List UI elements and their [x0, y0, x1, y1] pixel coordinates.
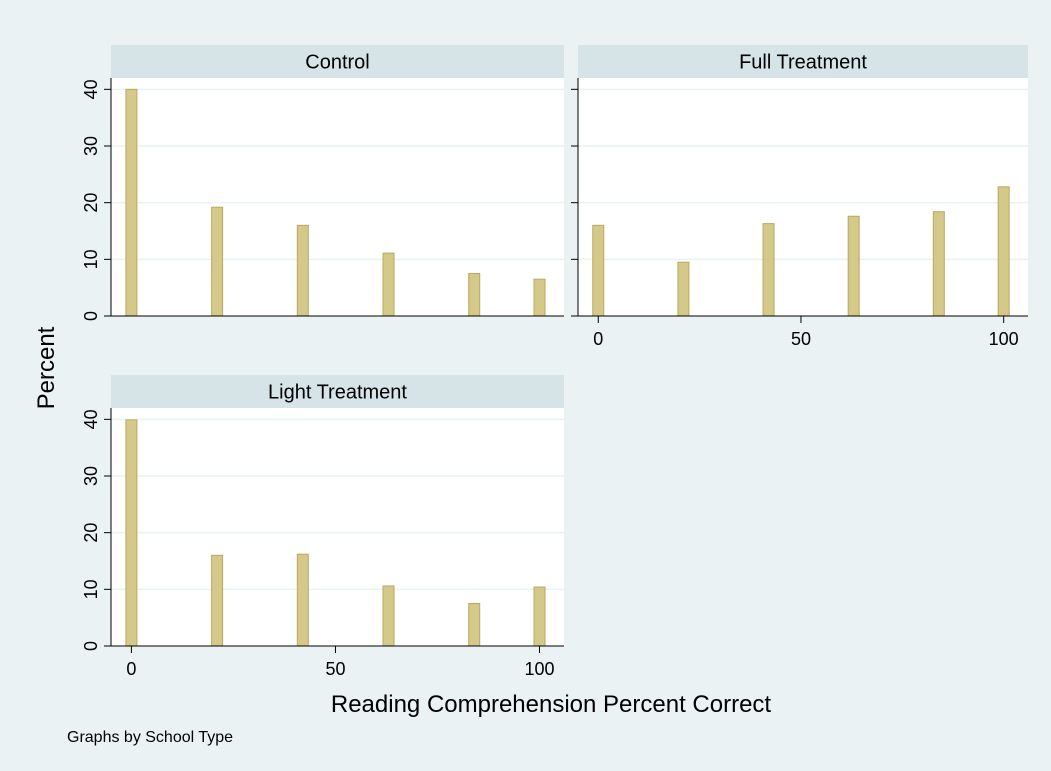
y-tick-label: 40 [81, 409, 101, 429]
bar [125, 419, 138, 647]
bar [125, 88, 138, 317]
y-axis-title: Percent [33, 326, 60, 409]
bar [932, 211, 945, 317]
bar [211, 554, 224, 647]
y-tick-label: 40 [81, 79, 101, 99]
y-tick-label: 0 [81, 641, 101, 651]
bar [677, 261, 690, 317]
y-tick-label: 30 [81, 466, 101, 486]
y-tick-label: 10 [81, 579, 101, 599]
panel-title: Light Treatment [268, 382, 407, 404]
y-tick-label: 30 [81, 136, 101, 156]
x-tick-label: 50 [791, 329, 811, 349]
x-tick-label: 100 [989, 329, 1019, 349]
graph-note: Graphs by School Type [67, 729, 233, 746]
y-tick-label: 20 [81, 193, 101, 213]
bar [468, 603, 481, 647]
bar [847, 215, 860, 317]
x-tick-label: 100 [524, 659, 554, 679]
y-tick-label: 20 [81, 523, 101, 543]
bar [296, 224, 309, 317]
panel-title: Control [305, 52, 369, 74]
panel-title: Full Treatment [739, 52, 867, 74]
panel-strip [111, 375, 564, 408]
panel-1: Full Treatment 0 50 100 [571, 45, 1028, 349]
bar [382, 585, 395, 647]
plot-area [578, 78, 1028, 316]
plot-area [111, 78, 564, 316]
panel-strip [578, 45, 1028, 78]
bar [468, 273, 481, 317]
bar [533, 278, 546, 317]
panel-2: Light Treatment 0 10 20 30 40 0 50 100 [81, 375, 564, 679]
panel-strip [111, 45, 564, 78]
x-axis-title: Reading Comprehension Percent Correct [331, 691, 772, 718]
x-tick-label: 50 [325, 659, 345, 679]
bar [382, 252, 395, 317]
x-tick-label: 0 [593, 329, 603, 349]
bar [533, 586, 546, 647]
bar [997, 186, 1010, 317]
bar [762, 223, 775, 317]
panel-0: Control 0 10 20 30 40 [81, 45, 564, 321]
y-tick-label: 0 [81, 311, 101, 321]
plot-area [111, 408, 564, 646]
bar [296, 553, 309, 647]
bar [211, 206, 224, 317]
y-tick-label: 10 [81, 249, 101, 269]
bar [592, 224, 605, 317]
x-tick-label: 0 [126, 659, 136, 679]
